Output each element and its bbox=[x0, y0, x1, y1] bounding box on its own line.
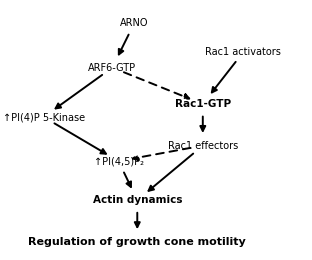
Text: ARF6-GTP: ARF6-GTP bbox=[88, 63, 136, 73]
Text: Regulation of growth cone motility: Regulation of growth cone motility bbox=[28, 237, 246, 247]
Text: ARNO: ARNO bbox=[120, 18, 149, 28]
Text: Actin dynamics: Actin dynamics bbox=[93, 195, 182, 205]
Text: ↑PI(4)P 5-Kinase: ↑PI(4)P 5-Kinase bbox=[2, 112, 85, 122]
Text: ↑PI(4,5)P₂: ↑PI(4,5)P₂ bbox=[94, 156, 144, 166]
Text: Rac1 activators: Rac1 activators bbox=[205, 47, 281, 57]
Text: Rac1-GTP: Rac1-GTP bbox=[175, 99, 231, 109]
Text: Rac1 effectors: Rac1 effectors bbox=[168, 141, 238, 151]
